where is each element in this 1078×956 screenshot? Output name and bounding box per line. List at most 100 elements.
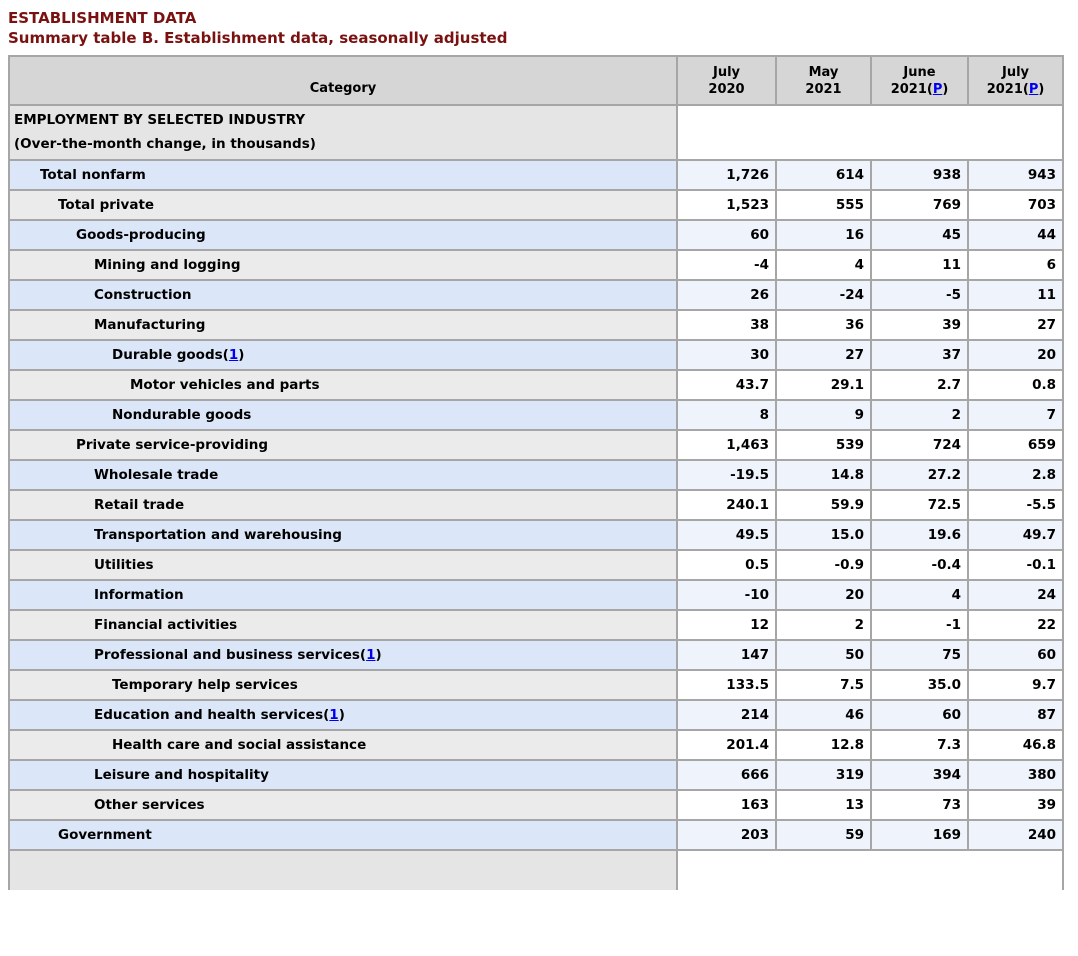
footnote-1-link[interactable]: 1: [228, 347, 239, 363]
row-category-cell: Transportation and warehousing: [8, 519, 678, 551]
value-cell: -4: [676, 249, 777, 281]
table-row: Information -10 20 4 24: [8, 579, 1064, 611]
row-label: Financial activities: [94, 617, 238, 633]
value-cell: 29.1: [775, 369, 872, 401]
table-row: Motor vehicles and parts 43.7 29.1 2.7 0.8: [8, 369, 1064, 401]
table-row: Construction 26 -24 -5 11: [8, 279, 1064, 311]
row-label: Private service-providing: [76, 437, 269, 453]
table-row: Utilities 0.5 -0.9 -0.4 -0.1: [8, 549, 1064, 581]
table-row: Total nonfarm 1,726 614 938 943: [8, 159, 1064, 191]
value-cell: -0.4: [870, 549, 969, 581]
footnote-1-link[interactable]: 1: [366, 647, 376, 663]
row-category-cell: Private service-providing: [8, 429, 678, 461]
row-label: Goods-producing: [76, 227, 206, 243]
value-cell: 39: [870, 309, 969, 341]
row-category-cell: Retail trade: [8, 489, 678, 521]
table-row: Education and health services(1) 214 46 60 8…: [8, 699, 1064, 731]
page-kicker: ESTABLISHMENT DATA: [8, 9, 197, 27]
row-category-cell: Durable goods(1): [8, 339, 678, 371]
value-cell: 2.8: [967, 459, 1064, 491]
column-header-category: Category: [8, 55, 678, 106]
value-cell: 8: [676, 399, 777, 431]
row-label: Information: [94, 587, 184, 603]
value-cell: 0.5: [676, 549, 777, 581]
value-cell: 2: [775, 609, 872, 641]
value-cell: 133.5: [676, 669, 777, 701]
value-cell: 14.8: [775, 459, 872, 491]
value-cell: 73: [870, 789, 969, 821]
table-row: Total private 1,523 555 769 703: [8, 189, 1064, 221]
row-category-cell: Professional and business services(1): [8, 639, 678, 671]
row-label: Education and health services: [94, 707, 324, 723]
col-header-year: 2021(P): [986, 82, 1045, 97]
value-cell: 13: [775, 789, 872, 821]
footnote-1-link[interactable]: 1: [329, 707, 339, 723]
col-header-month: July: [1001, 65, 1030, 80]
table-row: Health care and social assistance 201.4 12…: [8, 729, 1064, 761]
value-cell: -0.9: [775, 549, 872, 581]
value-cell: 203: [676, 819, 777, 851]
value-cell: 72.5: [870, 489, 969, 521]
col-header-year: 2020: [708, 82, 745, 97]
value-cell: 1,463: [676, 429, 777, 461]
value-cell: 6: [967, 249, 1064, 281]
value-cell: 169: [870, 819, 969, 851]
table-head: Category July 2020 May 2021 June 2021(P) July 20…: [8, 55, 1064, 106]
table-row: Retail trade 240.1 59.9 72.5 -5.5: [8, 489, 1064, 521]
table-row: Other services 163 13 73 39: [8, 789, 1064, 821]
col-header-june-2021: June 2021(P): [870, 55, 969, 106]
value-cell: 43.7: [676, 369, 777, 401]
value-cell: 11: [870, 249, 969, 281]
value-cell: -5: [870, 279, 969, 311]
value-cell: 39: [967, 789, 1064, 821]
value-cell: 16: [775, 219, 872, 251]
row-category-cell: Total private: [8, 189, 678, 221]
preliminary-p-link[interactable]: P: [1028, 82, 1039, 97]
summary-table: Category July 2020 May 2021 June 2021(P) July 20…: [8, 55, 1064, 890]
row-category-cell: Wholesale trade: [8, 459, 678, 491]
row-label: Other services: [94, 797, 205, 813]
value-cell: 1,523: [676, 189, 777, 221]
value-cell: 44: [967, 219, 1064, 251]
value-cell: 539: [775, 429, 872, 461]
row-label: Professional and business services: [94, 647, 360, 663]
value-cell: 769: [870, 189, 969, 221]
row-label: Mining and logging: [94, 257, 241, 273]
row-category-cell: Utilities: [8, 549, 678, 581]
value-cell: 46: [775, 699, 872, 731]
value-cell: 22: [967, 609, 1064, 641]
value-cell: -1: [870, 609, 969, 641]
col-header-year: 2021(P): [890, 82, 949, 97]
page-title: Summary table B. Establishment data, sea…: [8, 29, 508, 47]
table-row: Manufacturing 38 36 39 27: [8, 309, 1064, 341]
value-cell: 26: [676, 279, 777, 311]
value-cell: 75: [870, 639, 969, 671]
row-category-cell: Leisure and hospitality: [8, 759, 678, 791]
value-cell: 20: [775, 579, 872, 611]
table-row: Professional and business services(1) 147…: [8, 639, 1064, 671]
row-label: Nondurable goods: [112, 407, 252, 423]
value-cell: 2: [870, 399, 969, 431]
row-label: Retail trade: [94, 497, 185, 513]
row-category-cell: Government: [8, 819, 678, 851]
col-header-month: June: [903, 65, 936, 80]
value-cell: 201.4: [676, 729, 777, 761]
row-label: Total nonfarm: [40, 167, 146, 183]
value-cell: 38: [676, 309, 777, 341]
value-cell: 30: [676, 339, 777, 371]
value-cell: 87: [967, 699, 1064, 731]
table-row: Wholesale trade -19.5 14.8 27.2 2.8: [8, 459, 1064, 491]
value-cell: -10: [676, 579, 777, 611]
row-label: Construction: [94, 287, 192, 303]
value-cell: 943: [967, 159, 1064, 191]
next-section-category-cell: [8, 849, 678, 890]
value-cell: 12.8: [775, 729, 872, 761]
value-cell: 147: [676, 639, 777, 671]
value-cell: 380: [967, 759, 1064, 791]
preliminary-p-link[interactable]: P: [932, 82, 943, 97]
section-header-line2: (Over-the-month change, in thousands): [14, 136, 316, 152]
row-category-cell: Motor vehicles and parts: [8, 369, 678, 401]
col-header-july-2021: July 2021(P): [967, 55, 1064, 106]
value-cell: 4: [775, 249, 872, 281]
value-cell: 938: [870, 159, 969, 191]
